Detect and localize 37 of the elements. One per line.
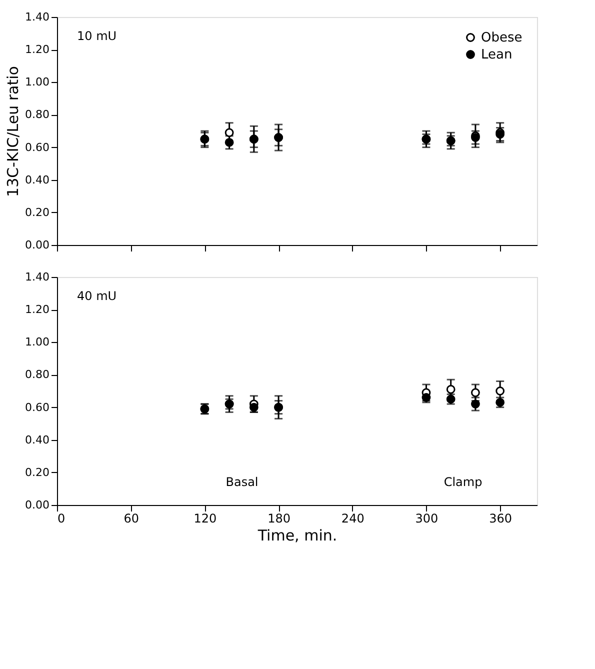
y-tick-label: 0.20 <box>25 206 50 219</box>
legend-label: Obese <box>481 30 522 46</box>
y-tick-label: 1.20 <box>25 303 50 316</box>
point <box>224 128 234 138</box>
x-tick-label: 300 <box>415 512 438 526</box>
annotation: Basal <box>226 475 258 489</box>
x-tick-label: 180 <box>268 512 290 526</box>
y-tick-label: 0.20 <box>25 466 50 479</box>
point <box>471 400 480 408</box>
x-tick-label: 0 <box>58 512 66 526</box>
y-tick-label: 0.00 <box>25 498 50 512</box>
y-tick-label: 0.80 <box>25 108 50 122</box>
y-tick-label: 1.40 <box>25 270 50 284</box>
y-tick-label: 1.00 <box>25 336 50 349</box>
x-tick-label: 240 <box>341 512 364 526</box>
y-tick-label: 0.40 <box>25 433 50 446</box>
y-tick-label: 1.20 <box>25 43 50 56</box>
point <box>446 384 456 394</box>
x-tick-label: 360 <box>489 512 512 526</box>
legend-label: Lean <box>481 48 512 62</box>
y-tick-label: 0.00 <box>25 238 50 252</box>
annotation: 40 mU <box>77 289 117 303</box>
x-tick-label: 60 <box>124 512 139 526</box>
x-axis-title: Time, min. <box>256 526 338 544</box>
y-tick-label: 1.40 <box>25 10 50 24</box>
y-tick-label: 1.00 <box>25 76 50 89</box>
y-tick-label: 0.60 <box>25 400 50 414</box>
annotation: 10 mU <box>77 29 117 43</box>
y-tick-label: 0.80 <box>25 368 50 382</box>
y-tick-label: 0.40 <box>25 173 50 186</box>
point <box>496 386 505 396</box>
y-tick-label: 0.60 <box>25 140 50 154</box>
point <box>224 138 234 147</box>
x-tick-label: 120 <box>194 512 217 526</box>
point <box>471 388 480 398</box>
y-axis-title: 13C-KIC/Leu ratio <box>4 66 22 197</box>
annotation: Clamp <box>444 475 482 489</box>
